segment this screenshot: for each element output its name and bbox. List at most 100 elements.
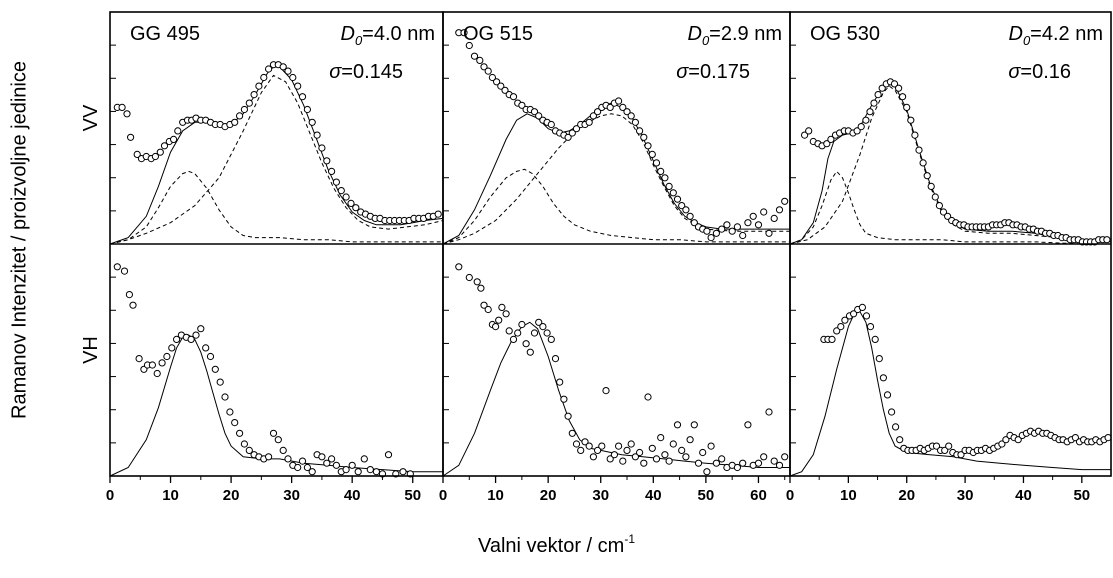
d0-symbol: D bbox=[340, 23, 354, 45]
d0-subscript: 0 bbox=[355, 33, 363, 48]
data-point bbox=[135, 355, 143, 363]
data-point bbox=[892, 423, 900, 431]
data-point bbox=[862, 116, 870, 124]
data-point bbox=[366, 466, 374, 474]
data-point bbox=[509, 335, 518, 343]
data-point bbox=[174, 127, 182, 135]
data-point bbox=[231, 118, 239, 126]
data-point bbox=[945, 442, 953, 450]
panel-sample-label: OG 530 bbox=[810, 23, 880, 45]
data-point bbox=[754, 221, 763, 229]
x-tick-label: 50 bbox=[404, 487, 421, 504]
data-point bbox=[342, 193, 350, 201]
data-point bbox=[870, 99, 878, 107]
data-point bbox=[473, 278, 481, 286]
data-point bbox=[173, 335, 181, 343]
data-point bbox=[342, 466, 350, 474]
data-point bbox=[560, 395, 568, 403]
data-point bbox=[337, 187, 345, 195]
data-point bbox=[652, 159, 661, 167]
data-point bbox=[465, 41, 473, 50]
data-point bbox=[927, 182, 935, 190]
data-point bbox=[615, 97, 623, 105]
d0-value: =2.9 nm bbox=[709, 23, 782, 45]
data-point bbox=[120, 267, 129, 275]
data-point bbox=[308, 118, 316, 126]
data-point bbox=[572, 125, 581, 133]
data-point bbox=[619, 457, 627, 465]
data-point bbox=[564, 412, 572, 420]
data-point bbox=[707, 442, 715, 450]
component-1-curve bbox=[109, 170, 443, 245]
data-point bbox=[564, 133, 572, 141]
data-point bbox=[661, 174, 669, 182]
data-point bbox=[348, 461, 356, 469]
data-point bbox=[332, 461, 340, 469]
data-point bbox=[907, 116, 915, 124]
data-point bbox=[526, 348, 534, 356]
data-point bbox=[460, 29, 468, 37]
x-tick-label: 30 bbox=[592, 487, 609, 504]
data-point bbox=[899, 93, 907, 101]
data-point bbox=[547, 335, 555, 343]
data-point bbox=[211, 365, 219, 373]
data-point bbox=[153, 369, 161, 378]
data-point bbox=[610, 451, 619, 459]
data-point bbox=[156, 148, 164, 156]
data-point bbox=[644, 393, 652, 401]
sigma-value: =0.16 bbox=[1020, 61, 1071, 83]
data-point bbox=[694, 459, 703, 467]
data-point bbox=[770, 214, 778, 222]
data-point bbox=[279, 63, 287, 71]
data-point bbox=[530, 108, 539, 116]
row-label-vh: VH bbox=[80, 336, 102, 364]
data-point bbox=[765, 408, 773, 416]
sigma-symbol: σ bbox=[1008, 61, 1021, 83]
panel-d0-label: D0=4.2 nm bbox=[1008, 23, 1103, 48]
x-tick-label: 0 bbox=[106, 487, 114, 504]
component-2-curve bbox=[442, 113, 790, 245]
data-point bbox=[957, 451, 965, 459]
data-point bbox=[857, 123, 865, 131]
x-axis-label: Valni vektor / cm-1 bbox=[0, 532, 1113, 558]
data-point bbox=[265, 453, 273, 461]
data-point bbox=[226, 408, 234, 416]
data-point bbox=[568, 429, 576, 437]
fit-curve bbox=[109, 334, 443, 477]
data-point bbox=[775, 206, 784, 214]
x-tick-label: 10 bbox=[162, 487, 179, 504]
data-point bbox=[535, 318, 543, 326]
data-point bbox=[733, 463, 742, 472]
data-point bbox=[871, 335, 879, 343]
data-point bbox=[915, 146, 923, 154]
data-point bbox=[874, 91, 882, 99]
data-point bbox=[866, 108, 874, 116]
data-point bbox=[160, 142, 169, 150]
x-axis-label-text: Valni vektor / cm bbox=[477, 535, 625, 557]
panel-sample-label: GG 495 bbox=[130, 23, 200, 45]
data-point bbox=[931, 193, 939, 201]
data-point bbox=[998, 440, 1006, 448]
data-point bbox=[853, 127, 861, 135]
data-point bbox=[568, 129, 576, 137]
data-point bbox=[866, 323, 875, 331]
data-point bbox=[163, 352, 171, 361]
panel-d0-label: D0=4.0 nm bbox=[340, 23, 435, 48]
data-point bbox=[323, 459, 331, 467]
data-point bbox=[669, 189, 677, 197]
data-point bbox=[733, 223, 742, 231]
sigma-value: =0.145 bbox=[341, 61, 403, 83]
data-point bbox=[648, 444, 656, 452]
data-point bbox=[539, 323, 547, 331]
data-point bbox=[260, 73, 268, 82]
data-point bbox=[744, 421, 752, 429]
data-point bbox=[781, 197, 789, 205]
data-point bbox=[118, 103, 126, 112]
data-point bbox=[127, 133, 135, 141]
data-point bbox=[113, 263, 121, 271]
data-point bbox=[636, 448, 644, 457]
data-point bbox=[935, 202, 944, 210]
d0-subscript: 0 bbox=[702, 33, 710, 48]
data-point bbox=[749, 212, 757, 220]
data-point bbox=[323, 157, 331, 165]
